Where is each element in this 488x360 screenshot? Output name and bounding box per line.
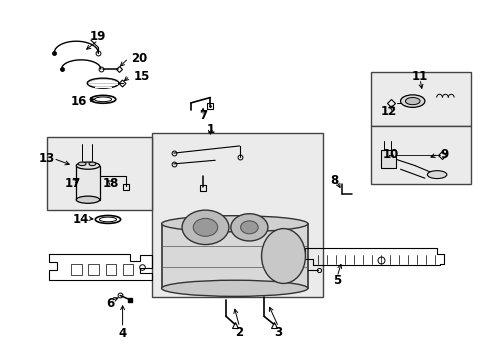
Bar xyxy=(370,72,470,126)
Circle shape xyxy=(230,214,267,241)
Text: 2: 2 xyxy=(235,326,243,339)
Text: 5: 5 xyxy=(332,274,341,287)
Text: 16: 16 xyxy=(70,95,87,108)
Bar xyxy=(380,150,395,168)
Bar xyxy=(88,264,99,275)
Circle shape xyxy=(193,219,217,236)
Text: 4: 4 xyxy=(118,327,126,340)
Bar xyxy=(152,134,322,297)
Text: 20: 20 xyxy=(131,51,147,64)
Text: 11: 11 xyxy=(411,69,427,82)
Text: 15: 15 xyxy=(134,69,150,82)
Text: 18: 18 xyxy=(102,177,119,190)
Circle shape xyxy=(240,221,258,234)
Text: 1: 1 xyxy=(206,123,214,136)
Ellipse shape xyxy=(76,196,100,203)
Text: 6: 6 xyxy=(106,297,114,310)
Bar xyxy=(122,264,133,275)
Bar xyxy=(105,264,116,275)
Bar xyxy=(71,264,82,275)
Bar xyxy=(161,224,307,288)
Text: 10: 10 xyxy=(382,148,398,161)
Bar xyxy=(76,166,100,200)
Text: 17: 17 xyxy=(64,177,81,190)
Ellipse shape xyxy=(261,229,305,283)
Text: 14: 14 xyxy=(73,213,89,226)
Circle shape xyxy=(182,210,228,244)
Bar xyxy=(370,126,470,184)
Text: 12: 12 xyxy=(380,105,396,118)
Ellipse shape xyxy=(400,95,424,107)
Bar xyxy=(47,137,152,211)
Ellipse shape xyxy=(405,98,419,105)
Text: 13: 13 xyxy=(39,152,55,165)
Ellipse shape xyxy=(161,216,307,232)
Text: 3: 3 xyxy=(274,326,282,339)
Ellipse shape xyxy=(76,162,100,169)
Ellipse shape xyxy=(78,162,86,166)
Text: 9: 9 xyxy=(439,148,447,161)
Text: 19: 19 xyxy=(90,30,106,43)
Ellipse shape xyxy=(161,280,307,296)
Text: 8: 8 xyxy=(330,174,338,186)
Ellipse shape xyxy=(427,171,446,179)
Text: 7: 7 xyxy=(199,109,207,122)
Ellipse shape xyxy=(89,162,96,166)
Ellipse shape xyxy=(87,78,119,88)
